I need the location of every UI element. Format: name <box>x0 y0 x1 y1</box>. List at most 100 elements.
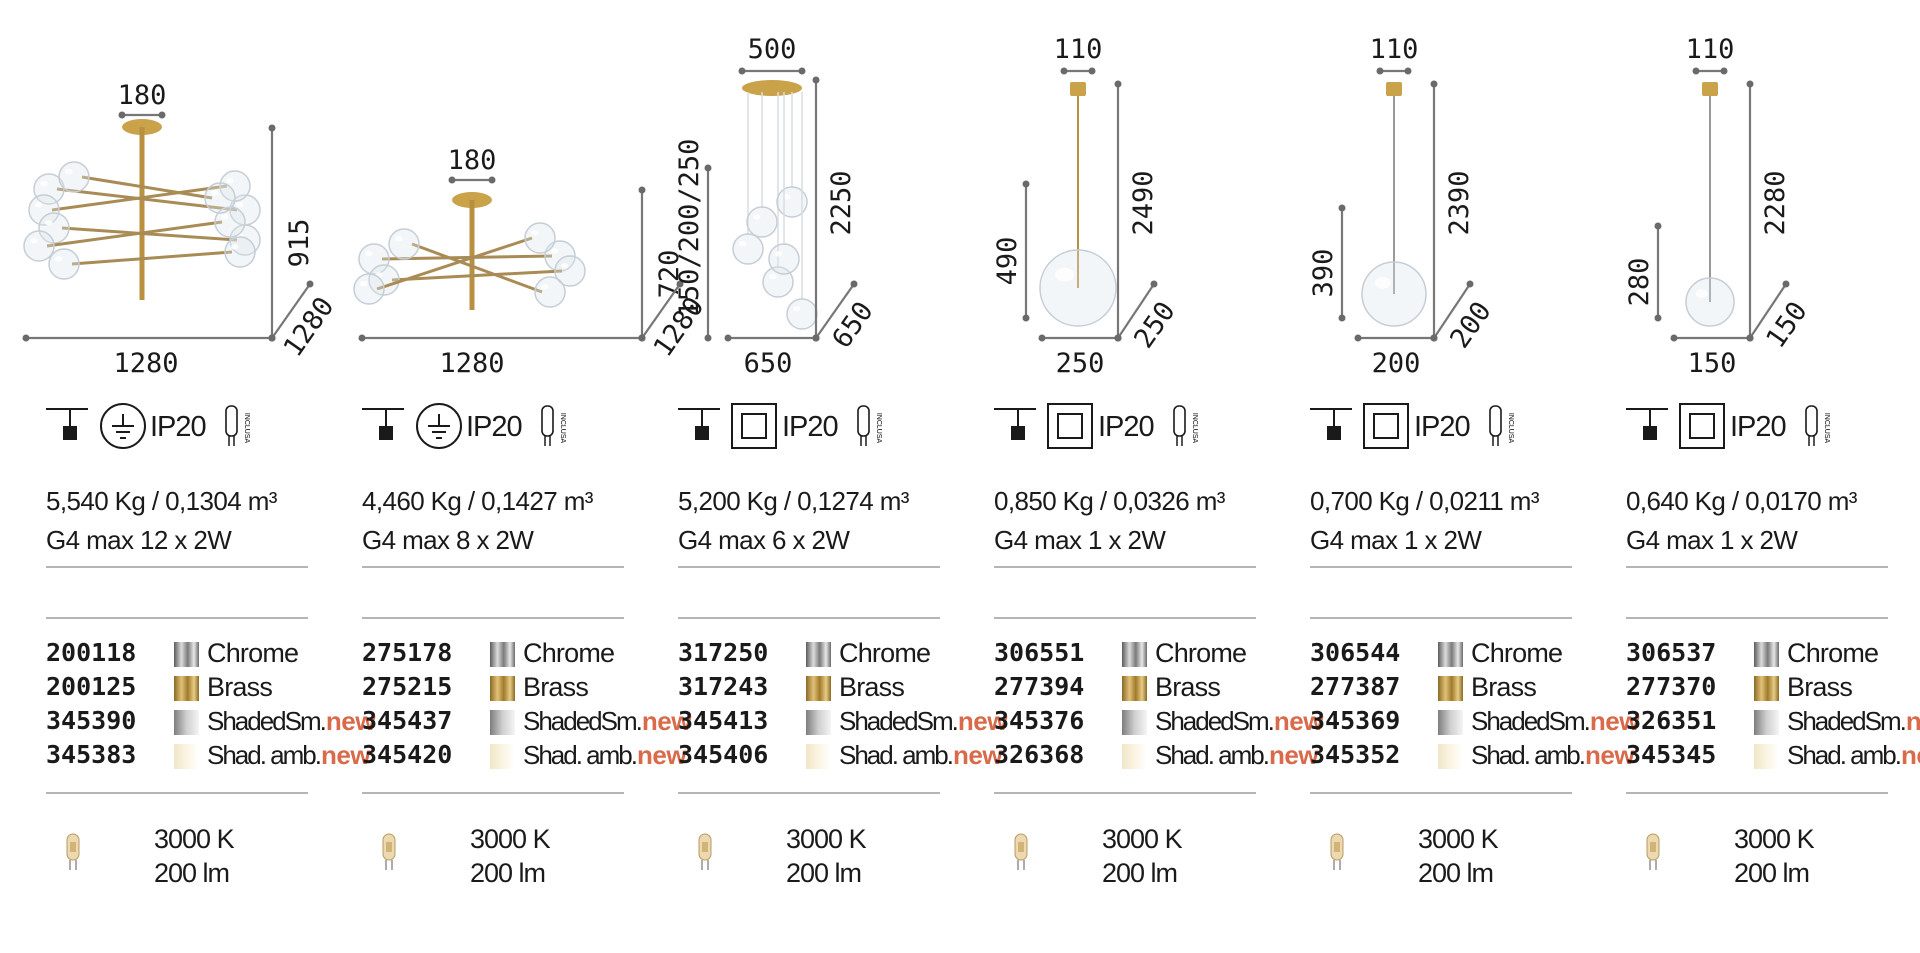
dimension-drawing: 180 915 1280 1280 <box>22 0 362 385</box>
variant-list: 306551 Chrome 277394 Brass 345376 ShadedSm.ne… <box>994 636 1324 772</box>
finish-name: Brass <box>1787 672 1853 703</box>
bulb-included-icon: INCLUSA <box>541 405 566 446</box>
dimension-side-line-end <box>1022 180 1030 188</box>
product-code: 345437 <box>362 706 453 735</box>
dimension-canopy-label: 110 <box>1370 34 1419 65</box>
ip-rating: IP20 <box>1730 411 1787 443</box>
divider <box>362 617 624 619</box>
brass-swatch-icon <box>490 676 515 701</box>
luminous-flux: 200 lm <box>786 858 862 888</box>
finish-name: Shad. amb.new <box>839 740 1003 771</box>
amber-swatch-icon <box>1438 744 1463 769</box>
dimension-depth-line-end <box>676 280 684 288</box>
finish-name: ShadedSm.new <box>1787 706 1920 737</box>
color-temperature: 3000 K <box>786 824 867 854</box>
lamp-spec: G4 max 6 x 2W <box>678 525 850 555</box>
globe <box>732 233 764 265</box>
smoke-swatch-icon <box>1438 710 1463 735</box>
dimension-side-label: 280 <box>1624 258 1655 307</box>
dimension-side-line-end <box>1654 314 1662 322</box>
ip-rating: IP20 <box>1414 411 1471 443</box>
certification-icons: INCLUSA IP20 <box>362 402 662 452</box>
lamp-spec: G4 max 1 x 2W <box>1310 525 1482 555</box>
variant-row: 277387 Brass <box>1310 670 1640 704</box>
product-code: 345376 <box>994 706 1085 735</box>
variant-row: 345437 ShadedSm.new <box>362 704 692 738</box>
globe <box>388 228 420 260</box>
divider <box>1310 617 1572 619</box>
product-column: 180 915 1280 1280 INCLUSA IP20 5,540 Kg / 0,13… <box>22 0 375 953</box>
smoke-swatch-icon <box>490 710 515 735</box>
light-output: 3000 K 200 lm <box>1734 822 1815 890</box>
smoke-swatch-icon <box>174 710 199 735</box>
globe <box>358 243 390 275</box>
globe <box>554 255 586 287</box>
finish-label: ShadedSm. <box>1471 706 1591 736</box>
variant-row: 326351 ShadedSm.new <box>1626 704 1920 738</box>
dimension-height-line-end <box>268 124 276 132</box>
product-code: 277370 <box>1626 672 1717 701</box>
new-badge: new <box>325 706 376 736</box>
dimension-canopy-line-end <box>798 67 806 75</box>
product-code: 317250 <box>678 638 769 667</box>
brass-swatch-icon <box>174 676 199 701</box>
lamp-spec: G4 max 12 x 2W <box>46 525 232 555</box>
divider <box>1310 566 1572 568</box>
dimension-height-label: 2250 <box>826 170 857 235</box>
canopy <box>742 80 802 96</box>
product-code: 326351 <box>1626 706 1717 735</box>
new-badge: new <box>1900 740 1920 770</box>
product-code: 306537 <box>1626 638 1717 667</box>
dimension-depth-line <box>271 283 311 339</box>
variant-list: 275178 Chrome 275215 Brass 345437 ShadedSm.ne… <box>362 636 692 772</box>
finish-name: Shad. amb.new <box>523 740 687 771</box>
variant-row: 306551 Chrome <box>994 636 1324 670</box>
light-output: 3000 K 200 lm <box>786 822 867 890</box>
fixture-drawing: 500 150/200/250 2250 650 650 <box>674 34 880 379</box>
dimension-canopy-line-end <box>488 176 496 184</box>
globe <box>28 194 60 226</box>
brass-swatch-icon <box>1754 676 1779 701</box>
dimension-depth-line-end <box>1746 334 1754 342</box>
chrome-swatch-icon <box>1754 642 1779 667</box>
divider <box>362 792 624 794</box>
light-output: 3000 K 200 lm <box>154 822 235 890</box>
product-code: 277387 <box>1310 672 1401 701</box>
dimension-width-line-end <box>22 334 30 342</box>
globe <box>786 298 818 330</box>
globe <box>353 273 385 305</box>
dimension-depth-line-end <box>1114 334 1122 342</box>
globe <box>58 161 90 193</box>
dimension-canopy-line-end <box>1404 67 1412 75</box>
certification-icons: INCLUSA IP20 <box>46 402 346 452</box>
new-badge: new <box>320 740 371 770</box>
dimension-depth-label: 1280 <box>278 292 341 363</box>
weight-volume: 4,460 Kg / 0,1427 m³ <box>362 486 593 516</box>
product-code: 345413 <box>678 706 769 735</box>
finish-label: Shad. amb. <box>839 740 954 770</box>
lamp-spec: G4 max 1 x 2W <box>994 525 1166 555</box>
variant-row: 345390 ShadedSm.new <box>46 704 376 738</box>
canopy <box>1702 82 1718 96</box>
arm <box>51 184 228 212</box>
finish-label: Brass <box>1787 672 1853 702</box>
weight-volume: 0,700 Kg / 0,0211 m³ <box>1310 486 1540 516</box>
product-column: 180 720 1280 1280 INCLUSA IP20 4,460 Kg / 0,14… <box>353 0 710 953</box>
product-code: 345369 <box>1310 706 1401 735</box>
dimension-height-line-end <box>638 186 646 194</box>
dimension-depth-label: 200 <box>1444 296 1497 354</box>
dimension-depth-line-end <box>1150 280 1158 288</box>
dimension-depth-line-end <box>638 334 646 342</box>
finish-name: Chrome <box>523 638 615 669</box>
dimension-drawing: 110 280 2280 150 150 <box>1624 0 1920 385</box>
variant-row: 345369 ShadedSm.new <box>1310 704 1640 738</box>
finish-name: Shad. amb.new <box>1155 740 1319 771</box>
finish-name: ShadedSm.new <box>523 706 691 737</box>
dimension-canopy-line-end <box>118 111 126 119</box>
finish-name: Chrome <box>1471 638 1563 669</box>
divider <box>362 566 624 568</box>
variant-row: 306537 Chrome <box>1626 636 1920 670</box>
ceiling-mount-icon: INCLUSA <box>678 403 882 449</box>
